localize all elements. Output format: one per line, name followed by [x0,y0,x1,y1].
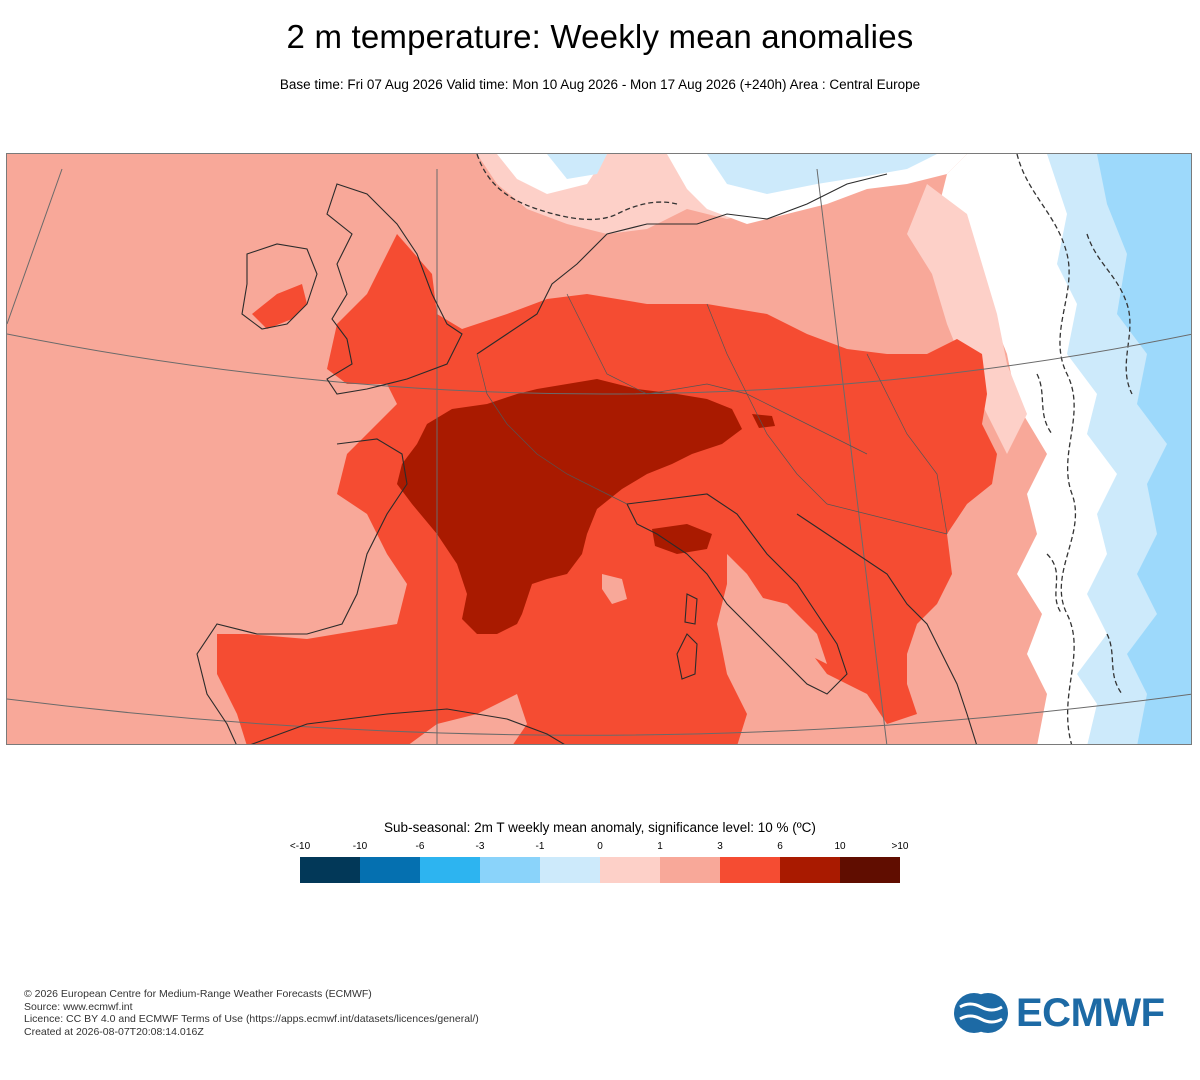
legend-swatch [480,857,540,883]
footer-source: Source: www.ecmwf.int [24,1000,133,1013]
legend-title: Sub-seasonal: 2m T weekly mean anomaly, … [384,820,816,835]
map-area-anomaly-6-10-east [752,414,775,428]
chart-subtitle: Base time: Fri 07 Aug 2026 Valid time: M… [279,77,921,92]
country-borders [476,293,948,535]
footer-created: Created at 2026-08-07T20:08:14.016Z [24,1025,204,1038]
anomaly-map [6,153,1192,745]
coastlines [196,173,977,744]
legend-tick: 10 [834,841,846,852]
legend-swatch [780,857,840,883]
map-area-anomaly-6-10-poValley [652,524,712,554]
legend-swatch [600,857,660,883]
map-area-anomaly-1-3-med [477,694,527,744]
legend-swatch [720,857,780,883]
legend-swatch [840,857,900,883]
legend-swatch [300,857,360,883]
map-area-anomaly-6-10 [397,379,742,634]
legend-tick: -10 [352,841,368,852]
map-area-anomaly-3-6-balkans [837,524,912,584]
ecmwf-logo: ECMWF [952,988,1182,1038]
legend-tick: >10 [891,841,909,852]
legend-tick: 1 [657,841,663,852]
map-area-cool-north [547,154,607,179]
legend-tick: -6 [415,841,425,852]
map-area-anomaly-1-3-sardinia [602,574,627,604]
legend-swatch [540,857,600,883]
graticule [7,168,1191,744]
legend-tick: 6 [777,841,783,852]
legend-colorbar [300,857,900,883]
footer-licence: Licence: CC BY 4.0 and ECMWF Terms of Us… [24,1013,479,1026]
legend-tick: 3 [717,841,723,852]
legend-swatch [420,857,480,883]
legend-swatch [660,857,720,883]
footer-copyright: © 2026 European Centre for Medium-Range … [24,988,372,1000]
map-area-anomaly-minus3-minus1 [1097,154,1191,744]
ecmwf-logo-text: ECMWF [1016,990,1165,1035]
legend-swatch [360,857,420,883]
legend-tick: -3 [475,841,485,852]
significance-contours [476,154,1133,744]
ecmwf-logo-icon [954,993,1008,1033]
map-area-anomaly-1-3-adriatic [747,594,827,664]
chart-title: 2 m temperature: Weekly mean anomalies [286,18,914,55]
map-area-cool-baltic [707,154,937,194]
footer-credits: © 2026 European Centre for Medium-Range … [24,988,479,1038]
map-svg [7,154,1191,744]
legend-ticks: <-10 -10 -6 -3 -1 0 1 3 6 10 >10 [290,841,909,855]
legend-tick: -1 [535,841,545,852]
legend-tick: 0 [597,841,603,852]
map-area-anomaly-0-1-east [907,184,1027,454]
legend-tick: <-10 [289,841,311,852]
